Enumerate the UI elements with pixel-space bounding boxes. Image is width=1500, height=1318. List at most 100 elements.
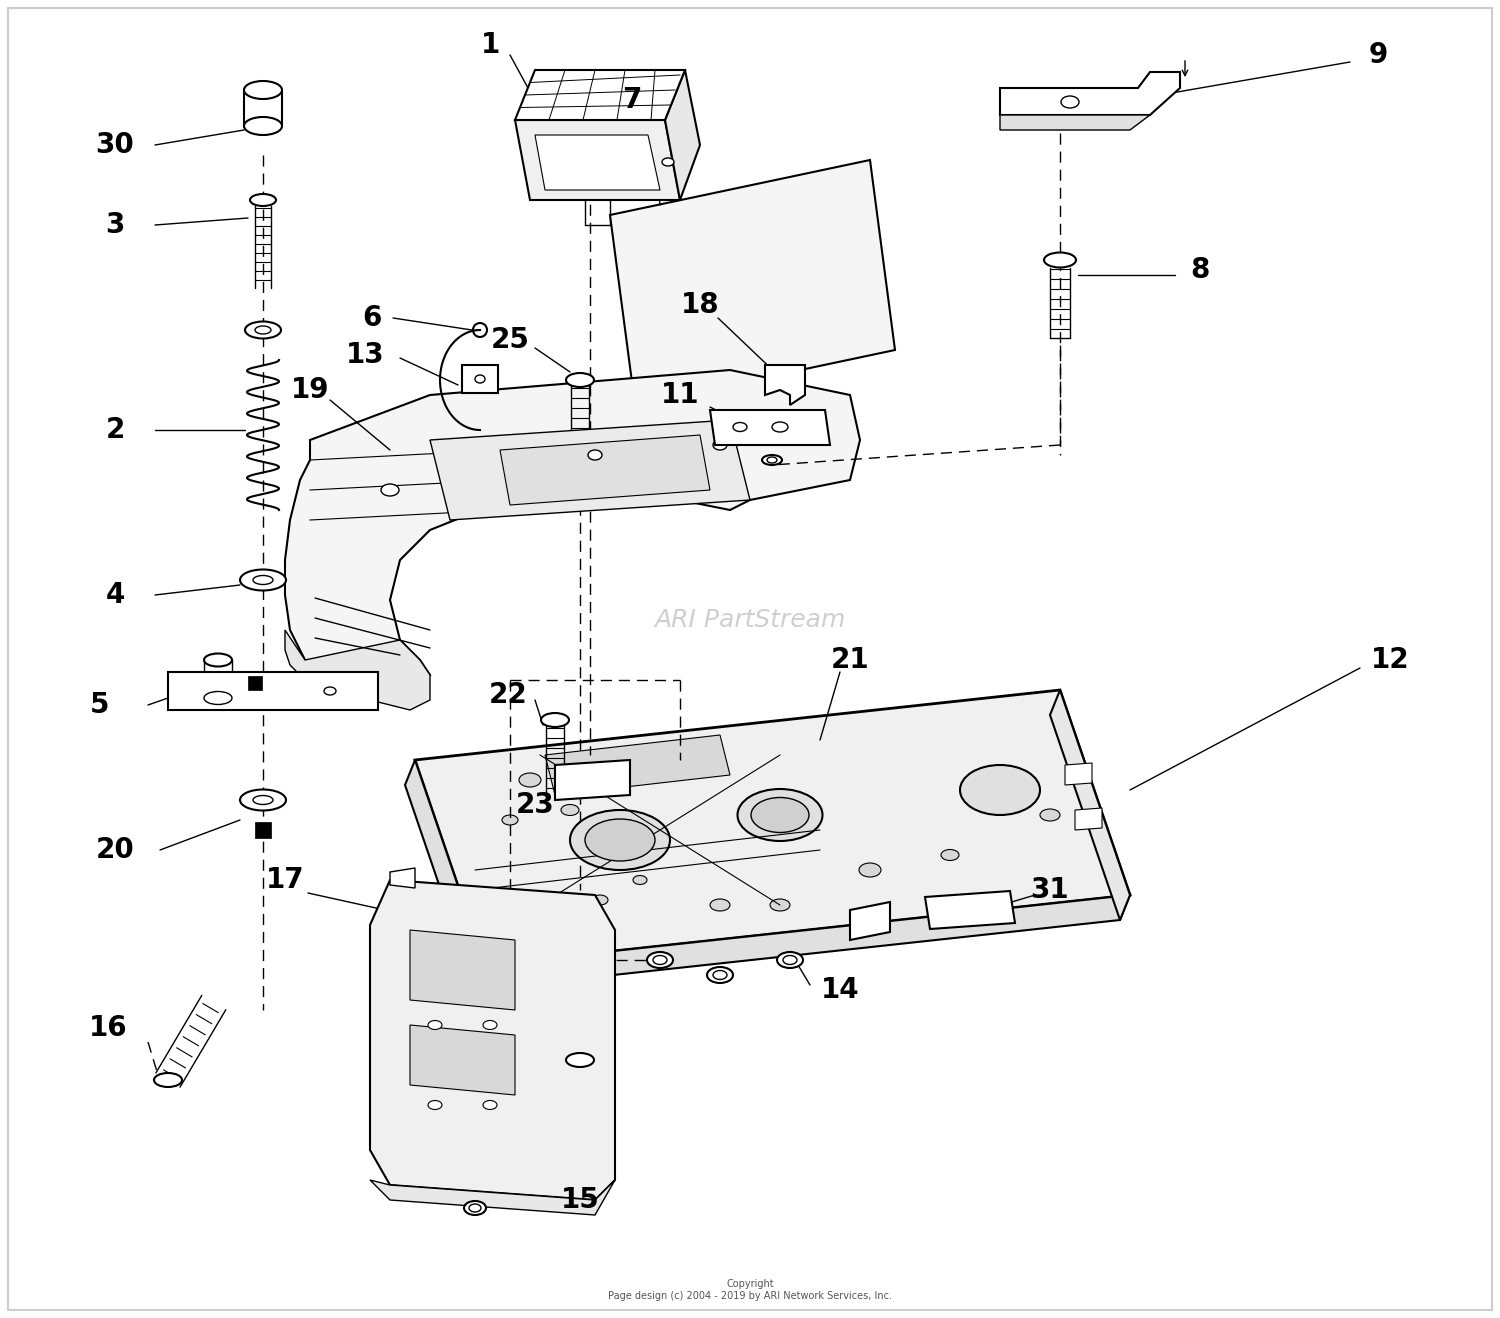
Text: Copyright
Page design (c) 2004 - 2019 by ARI Network Services, Inc.: Copyright Page design (c) 2004 - 2019 by… [608,1280,892,1301]
Text: 21: 21 [831,646,870,673]
Ellipse shape [712,440,728,449]
Ellipse shape [154,1073,182,1087]
Polygon shape [765,365,806,405]
Text: 4: 4 [105,581,125,609]
Polygon shape [430,420,750,521]
Polygon shape [370,1180,615,1215]
Polygon shape [710,410,830,445]
Ellipse shape [244,322,280,339]
Text: 2: 2 [105,416,125,444]
Ellipse shape [670,764,688,775]
Ellipse shape [324,687,336,695]
Polygon shape [1050,691,1130,920]
Polygon shape [926,891,1016,929]
Ellipse shape [734,423,747,431]
Polygon shape [514,70,686,120]
Text: 30: 30 [96,130,135,159]
Ellipse shape [1060,96,1078,108]
Ellipse shape [483,1101,496,1110]
Text: 15: 15 [561,1186,600,1214]
Ellipse shape [762,455,782,465]
Ellipse shape [240,569,286,590]
Ellipse shape [783,956,796,965]
Polygon shape [476,895,1130,990]
Text: 8: 8 [1191,256,1209,283]
Ellipse shape [204,692,232,705]
Polygon shape [1000,115,1150,130]
Polygon shape [405,760,484,990]
Text: 19: 19 [291,376,330,405]
Ellipse shape [585,818,656,861]
Text: 3: 3 [105,211,125,239]
Ellipse shape [710,899,730,911]
Ellipse shape [588,449,602,460]
Text: 9: 9 [1368,41,1388,69]
Text: 13: 13 [345,341,384,369]
Ellipse shape [960,764,1040,815]
Ellipse shape [244,80,282,99]
Ellipse shape [470,1205,482,1213]
Ellipse shape [738,789,822,841]
Polygon shape [1065,763,1092,786]
Ellipse shape [561,804,579,816]
Text: 5: 5 [90,691,110,720]
Polygon shape [544,735,730,795]
Ellipse shape [381,484,399,496]
Ellipse shape [706,967,734,983]
Text: 6: 6 [363,304,381,332]
Polygon shape [610,159,896,405]
Text: 18: 18 [681,291,720,319]
Bar [248,676,262,691]
Text: 7: 7 [622,86,642,113]
Text: 25: 25 [490,326,530,355]
Ellipse shape [712,970,728,979]
Polygon shape [168,672,378,710]
Ellipse shape [472,323,488,337]
Ellipse shape [254,576,273,584]
Ellipse shape [476,376,484,384]
Ellipse shape [766,457,777,463]
Ellipse shape [542,713,568,728]
Ellipse shape [770,899,790,911]
Ellipse shape [1044,253,1076,268]
Ellipse shape [652,956,668,965]
Ellipse shape [859,863,880,876]
Bar [462,365,498,393]
Polygon shape [536,134,660,190]
Ellipse shape [566,1053,594,1068]
Ellipse shape [752,797,808,833]
Text: 11: 11 [660,381,699,409]
Polygon shape [1076,808,1102,830]
Ellipse shape [503,815,518,825]
Text: 22: 22 [489,681,528,709]
Text: ARI PartStream: ARI PartStream [654,608,846,633]
Ellipse shape [427,1101,442,1110]
Polygon shape [500,435,710,505]
Ellipse shape [244,117,282,134]
Ellipse shape [240,789,286,811]
Ellipse shape [427,1020,442,1029]
Ellipse shape [772,422,788,432]
Ellipse shape [633,875,646,884]
Polygon shape [390,869,416,888]
Polygon shape [416,956,454,1000]
Ellipse shape [592,895,608,905]
Ellipse shape [251,194,276,206]
Polygon shape [410,1025,515,1095]
Polygon shape [1000,72,1180,115]
Ellipse shape [1040,809,1060,821]
Ellipse shape [519,772,542,787]
Polygon shape [555,760,630,800]
Polygon shape [514,120,680,200]
Text: 23: 23 [516,791,555,818]
Text: 1: 1 [480,32,500,59]
Text: 14: 14 [821,977,860,1004]
Ellipse shape [777,952,802,967]
Ellipse shape [940,850,958,861]
Ellipse shape [566,373,594,387]
Text: 31: 31 [1030,876,1069,904]
Polygon shape [370,880,615,1199]
Ellipse shape [646,952,674,967]
Polygon shape [664,70,700,200]
Text: 12: 12 [1371,646,1410,673]
